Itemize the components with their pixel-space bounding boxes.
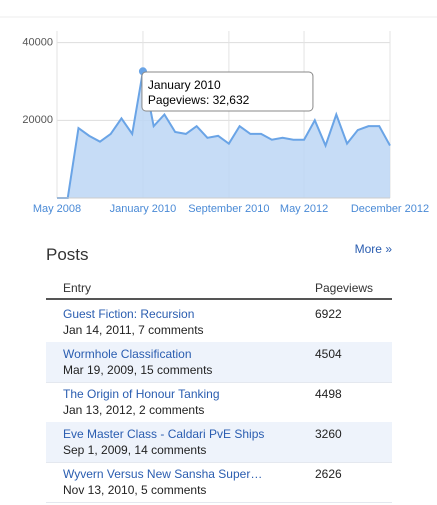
tooltip-title: January 2010 xyxy=(148,78,221,92)
post-link[interactable]: Guest Fiction: Recursion xyxy=(63,307,195,321)
area-line xyxy=(57,71,391,199)
x-tick-label: September 2010 xyxy=(188,203,269,215)
y-tick-label: 40000 xyxy=(22,37,53,49)
post-pageviews: 4504 xyxy=(315,347,342,361)
y-tick-label: 20000 xyxy=(22,114,53,126)
post-row: Wormhole Classification Mar 19, 2009, 15 … xyxy=(46,342,392,383)
post-pageviews: 2626 xyxy=(315,467,342,481)
tooltip-text: Pageviews: 32,632 xyxy=(148,93,250,107)
x-tick-label: January 2010 xyxy=(110,203,177,215)
x-tick-label: May 2012 xyxy=(280,203,328,215)
post-pageviews: 3260 xyxy=(315,427,342,441)
more-link[interactable]: More » xyxy=(354,242,392,256)
post-link[interactable]: Wyvern Versus New Sansha Super… xyxy=(63,467,263,481)
x-tick-label: December 2012 xyxy=(351,203,429,215)
post-link[interactable]: Eve Master Class - Caldari PvE Ships xyxy=(63,427,265,441)
column-header: Pageviews xyxy=(315,281,374,295)
post-link[interactable]: The Origin of Honour Tanking xyxy=(63,387,220,401)
area-fill xyxy=(57,71,390,198)
post-meta: Sep 1, 2009, 14 comments xyxy=(63,443,207,457)
post-meta: Mar 19, 2009, 15 comments xyxy=(63,363,213,377)
post-link[interactable]: Wormhole Classification xyxy=(63,347,192,361)
posts-title: Posts xyxy=(46,245,89,264)
post-pageviews: 4498 xyxy=(315,387,342,401)
tooltip-box xyxy=(141,71,314,112)
post-row: Guest Fiction: Recursion Jan 14, 2011, 7 … xyxy=(46,302,392,343)
x-tick-label: May 2008 xyxy=(33,203,81,215)
chart: 20000 40000 May 2008 January 2010 September … xyxy=(0,16,437,215)
post-row: The Origin of Honour Tanking Jan 13, 2012… xyxy=(46,382,392,423)
post-meta: Nov 13, 2010, 5 comments xyxy=(63,483,207,497)
post-pageviews: 6922 xyxy=(315,307,342,321)
table-header: Entry Pageviews xyxy=(46,278,392,300)
post-meta: Jan 13, 2012, 2 comments xyxy=(63,403,205,417)
post-row: Eve Master Class - Caldari PvE Ships Sep … xyxy=(46,422,392,463)
post-row: Wyvern Versus New Sansha Super… Nov 13, 2… xyxy=(46,462,392,503)
column-header: Entry xyxy=(63,281,92,295)
post-meta: Jan 14, 2011, 7 comments xyxy=(63,323,204,337)
